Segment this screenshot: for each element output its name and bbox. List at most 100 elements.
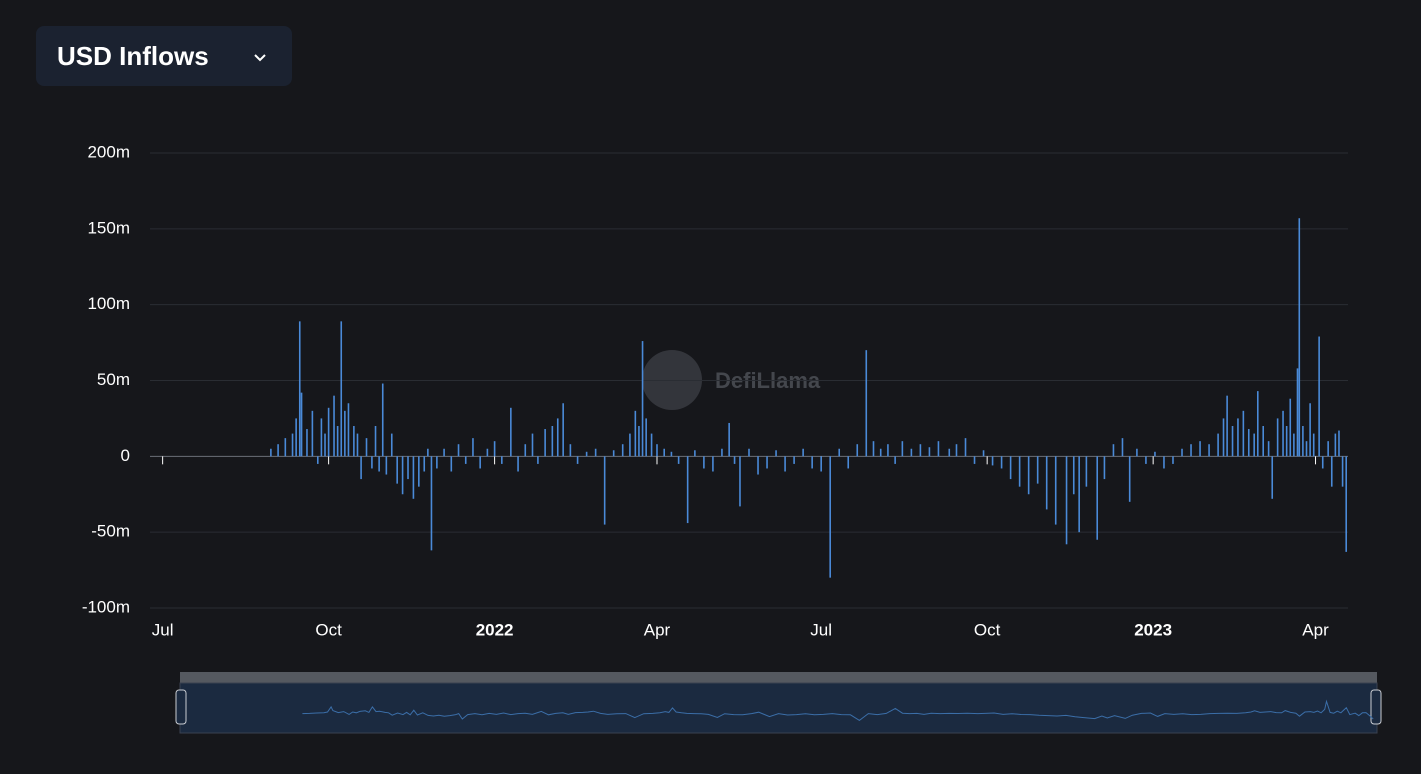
bar <box>1334 433 1337 457</box>
bar <box>670 451 673 457</box>
bar <box>1018 456 1021 487</box>
bar <box>537 456 539 464</box>
bar <box>686 456 689 524</box>
bar <box>1145 456 1147 464</box>
bar <box>1312 433 1315 457</box>
bar <box>472 438 474 457</box>
bar <box>1072 456 1075 495</box>
bar <box>1027 456 1030 495</box>
bar <box>1096 456 1099 540</box>
bar <box>1036 456 1039 484</box>
slider-handle-right[interactable] <box>1370 689 1382 725</box>
overview-line <box>302 699 1374 722</box>
bar <box>284 438 287 457</box>
y-tick-label: 0 <box>121 446 130 465</box>
y-tick-label: -50m <box>91 522 130 541</box>
bar <box>1267 441 1270 457</box>
bar <box>277 444 279 457</box>
bar <box>594 448 597 457</box>
bar <box>385 456 388 475</box>
dropdown[interactable] <box>36 26 292 86</box>
bar <box>964 438 967 457</box>
bar <box>510 407 512 457</box>
bar <box>621 444 624 457</box>
bar <box>1271 456 1274 499</box>
slider-handle-left[interactable] <box>175 689 187 725</box>
bar <box>1309 403 1311 457</box>
bar <box>820 456 822 472</box>
bar <box>865 350 868 457</box>
bar <box>928 447 931 457</box>
bar <box>733 456 736 464</box>
bar <box>1253 433 1255 457</box>
bar <box>638 426 640 457</box>
bar <box>298 321 301 457</box>
bar <box>569 444 572 457</box>
bar <box>1296 368 1299 457</box>
bar <box>1285 426 1288 457</box>
bar <box>1242 410 1245 457</box>
bar <box>629 433 631 457</box>
bar <box>721 448 723 457</box>
bar <box>486 448 489 457</box>
bar <box>1289 398 1292 457</box>
bar <box>872 441 875 457</box>
bar <box>856 444 859 457</box>
bar <box>973 456 976 464</box>
bar <box>847 456 850 469</box>
bar <box>1136 448 1138 457</box>
bar <box>270 448 272 457</box>
bar <box>524 444 527 457</box>
bar <box>396 456 398 484</box>
bar <box>324 433 326 457</box>
bar <box>300 392 303 457</box>
bar <box>829 456 831 578</box>
bar <box>1276 418 1279 457</box>
bar <box>802 448 804 457</box>
bar <box>1321 456 1324 469</box>
bar <box>1121 438 1124 457</box>
x-tick-label: Apr <box>1302 620 1329 639</box>
bar <box>551 426 554 457</box>
dropdown-label[interactable]: USD Inflows <box>57 41 209 71</box>
bar <box>634 410 637 457</box>
bar <box>340 321 343 457</box>
bar <box>353 426 355 457</box>
bar <box>1327 441 1329 457</box>
bar <box>412 456 415 499</box>
x-tick-label: Oct <box>974 620 1001 639</box>
bar <box>948 448 951 457</box>
bar <box>443 448 445 457</box>
bar <box>320 418 323 457</box>
bar <box>517 456 519 472</box>
bar <box>501 456 503 464</box>
bar <box>291 433 294 457</box>
bar <box>450 456 453 472</box>
bar <box>1000 456 1003 469</box>
bar <box>838 448 841 457</box>
slider-track[interactable] <box>180 672 1377 683</box>
bar <box>766 456 768 469</box>
x-tick-label: Jul <box>152 620 174 639</box>
bar <box>347 403 350 457</box>
bar <box>1045 456 1048 510</box>
bar <box>1256 391 1259 457</box>
bar <box>784 456 786 472</box>
slider-window[interactable] <box>179 682 1378 734</box>
bar <box>901 441 904 457</box>
bar <box>879 448 882 457</box>
bar <box>327 407 330 457</box>
bar <box>1298 218 1301 457</box>
bar <box>418 456 420 487</box>
bar <box>1226 395 1228 457</box>
bar <box>603 456 606 525</box>
chevron[interactable] <box>254 54 266 62</box>
bar <box>464 456 467 464</box>
bar <box>356 433 359 457</box>
bar <box>887 444 889 457</box>
bar <box>937 441 940 457</box>
bar <box>1330 456 1333 487</box>
y-tick-label: 50m <box>97 370 130 389</box>
bar <box>650 433 653 457</box>
